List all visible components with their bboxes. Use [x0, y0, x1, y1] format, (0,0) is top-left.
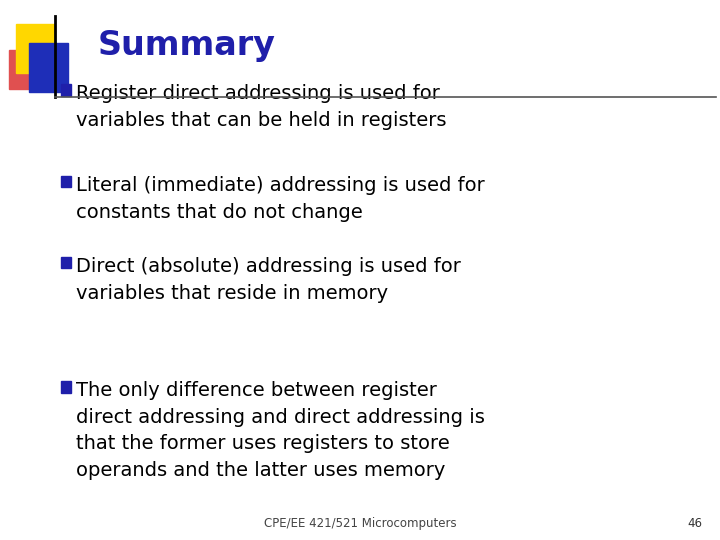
Text: CPE/EE 421/521 Microcomputers: CPE/EE 421/521 Microcomputers	[264, 517, 456, 530]
Bar	[61, 176, 71, 187]
Text: The only difference between register
direct addressing and direct addressing is
: The only difference between register dir…	[76, 381, 485, 480]
Text: Summary: Summary	[97, 29, 275, 63]
Text: 46: 46	[687, 517, 702, 530]
Text: Register direct addressing is used for
variables that can be held in registers: Register direct addressing is used for v…	[76, 84, 446, 130]
Text: Literal (immediate) addressing is used for
constants that do not change: Literal (immediate) addressing is used f…	[76, 176, 485, 222]
Bar	[29, 43, 68, 92]
Bar	[61, 381, 71, 393]
Bar	[9, 50, 39, 89]
Text: Direct (absolute) addressing is used for
variables that reside in memory: Direct (absolute) addressing is used for…	[76, 257, 461, 303]
Bar	[16, 24, 55, 73]
Bar	[61, 84, 71, 96]
Bar	[61, 256, 71, 268]
